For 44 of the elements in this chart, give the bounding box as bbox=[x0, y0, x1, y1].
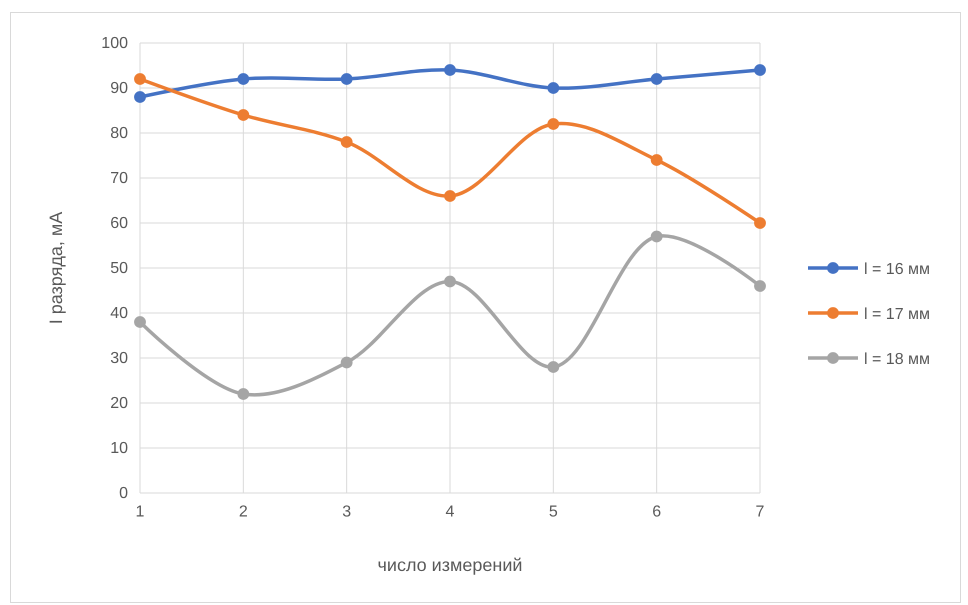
point bbox=[444, 190, 456, 202]
y-tick-label: 30 bbox=[110, 350, 128, 368]
point bbox=[134, 91, 146, 103]
point bbox=[340, 73, 353, 85]
y-tick-label: 10 bbox=[110, 440, 128, 458]
y-tick-label: 80 bbox=[110, 125, 128, 142]
y-tick-label: 60 bbox=[110, 215, 128, 232]
point bbox=[754, 217, 766, 229]
point bbox=[340, 136, 353, 148]
legend-label: l = 17 мм bbox=[864, 306, 930, 323]
point bbox=[754, 64, 766, 76]
y-tick-label: 50 bbox=[110, 260, 128, 278]
y-tick-label: 20 bbox=[110, 395, 128, 412]
y-tick-label: 100 bbox=[101, 35, 128, 52]
y-tick-label: 0 bbox=[119, 485, 128, 502]
point bbox=[237, 388, 250, 400]
x-tick-label: 7 bbox=[756, 503, 765, 520]
x-tick-label: 1 bbox=[136, 503, 145, 520]
point bbox=[444, 64, 456, 76]
point bbox=[547, 118, 560, 130]
point bbox=[650, 73, 663, 85]
point bbox=[134, 316, 146, 328]
x-axis-title: число измерений bbox=[378, 555, 522, 575]
point bbox=[650, 154, 663, 166]
x-tick-label: 2 bbox=[238, 503, 248, 520]
x-tick-label: 4 bbox=[446, 503, 455, 520]
point bbox=[547, 361, 560, 373]
x-tick-label: 3 bbox=[342, 503, 352, 520]
point bbox=[134, 73, 146, 85]
point bbox=[444, 276, 456, 288]
x-tick-label: 6 bbox=[652, 503, 662, 520]
y-axis-title: I разряда, мА bbox=[46, 212, 66, 324]
point bbox=[340, 356, 353, 368]
point bbox=[547, 82, 560, 94]
legend-label: l = 16 мм bbox=[864, 261, 930, 278]
x-tick-label: 5 bbox=[548, 503, 558, 520]
legend-label: l = 18 мм bbox=[864, 351, 930, 368]
point bbox=[237, 109, 250, 121]
point bbox=[237, 73, 250, 85]
y-tick-label: 40 bbox=[110, 305, 128, 322]
point bbox=[754, 280, 766, 292]
point bbox=[650, 230, 663, 242]
y-tick-label: 70 bbox=[110, 170, 128, 188]
y-tick-label: 90 bbox=[110, 80, 128, 98]
